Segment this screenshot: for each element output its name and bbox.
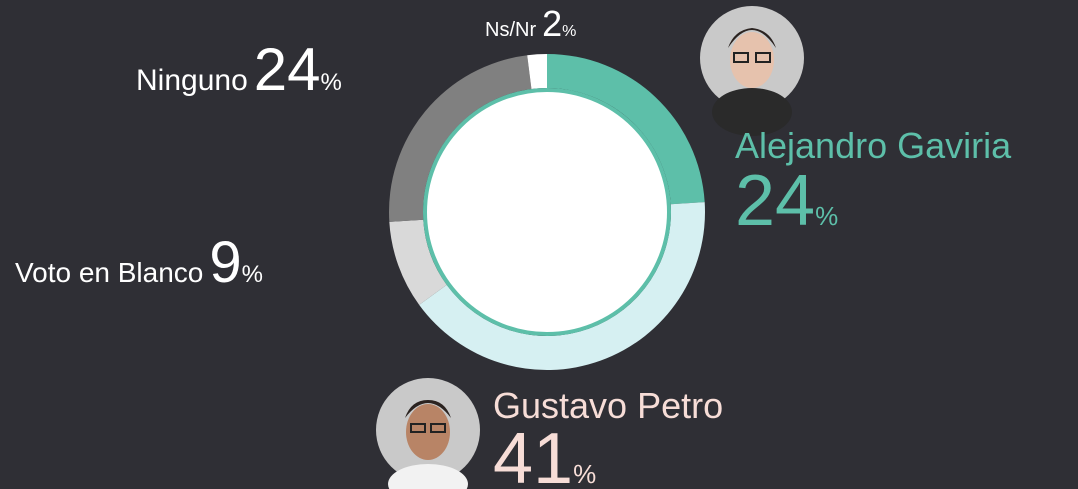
value-number: 41 xyxy=(493,419,573,489)
value-suffix: % xyxy=(321,69,342,96)
inner-ring xyxy=(425,90,669,334)
category-label: Ns/Nr xyxy=(485,19,536,41)
value-number: 24 xyxy=(735,161,815,241)
value-number: 24 xyxy=(254,36,321,103)
category-label: Alejandro Gaviria xyxy=(735,125,1012,166)
value-suffix: % xyxy=(562,23,576,40)
category-label: Voto en Blanco xyxy=(15,257,203,288)
category-label: Ninguno xyxy=(136,64,248,97)
value-number: 9 xyxy=(209,230,241,295)
photo-gaviria xyxy=(700,6,804,136)
chart: Alejandro Gaviria24%Gustavo Petro41%Voto… xyxy=(0,0,1078,489)
value-suffix: % xyxy=(573,459,596,489)
value-suffix: % xyxy=(815,201,838,231)
value-suffix: % xyxy=(242,261,263,288)
value-number: 2 xyxy=(542,3,562,44)
